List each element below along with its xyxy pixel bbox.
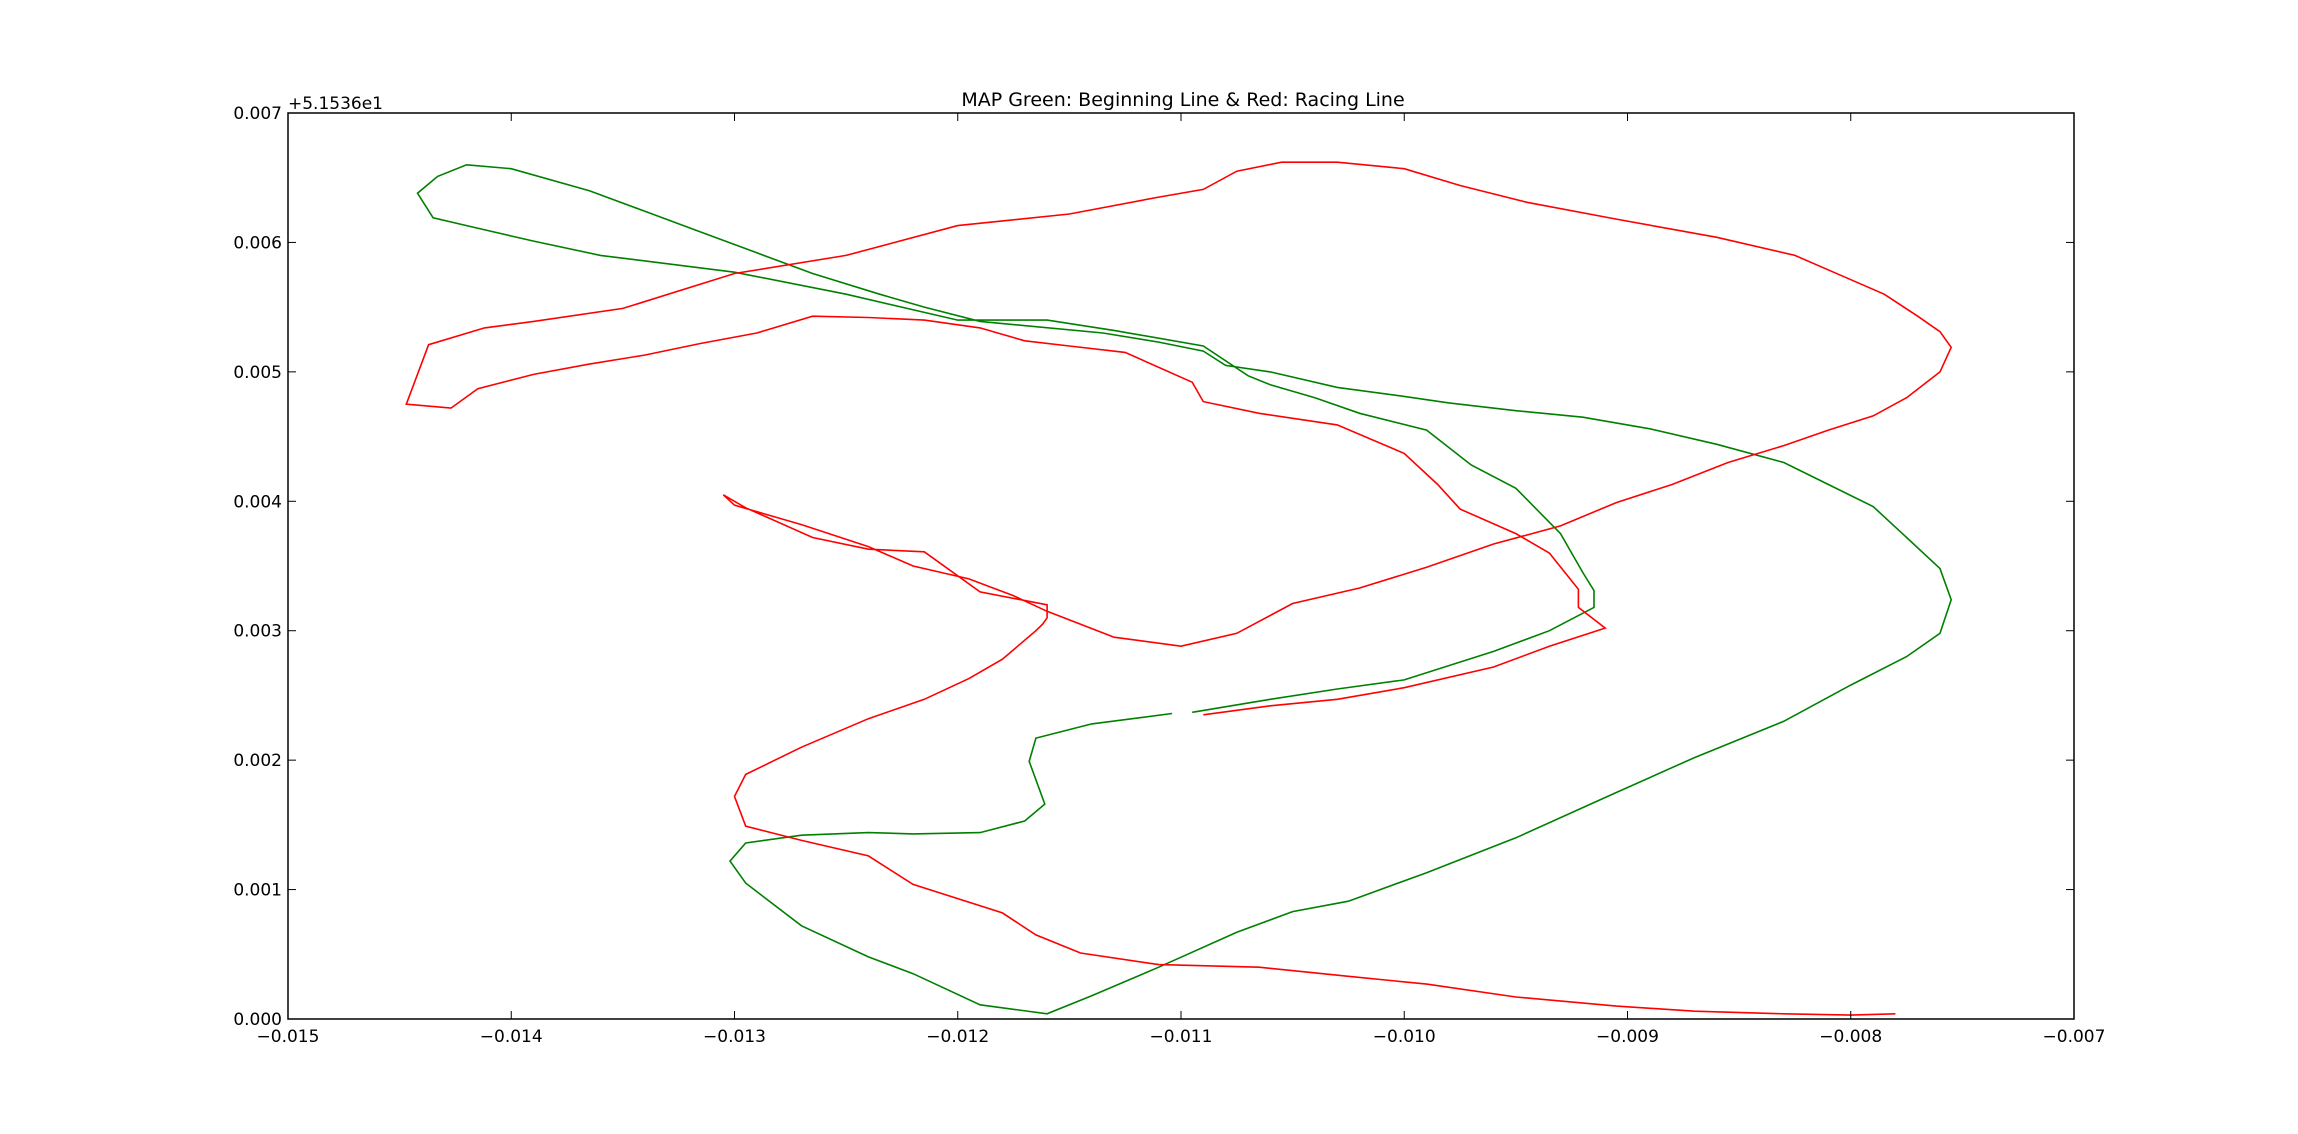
series-line-0 bbox=[416, 163, 1953, 1015]
y-tick-label: 0.007 bbox=[233, 104, 282, 124]
series-line-1 bbox=[405, 161, 1953, 1016]
chart-title: MAP Green: Beginning Line & Red: Racing … bbox=[961, 89, 1404, 111]
x-tick-label: −0.011 bbox=[1150, 1027, 1213, 1047]
plot-frame bbox=[287, 112, 2075, 1020]
y-axis-ticks: 0.000 0.001 0.002 0.003 0.004 0.005 0.006 0.007 bbox=[233, 104, 2074, 1030]
y-tick-label: 0.002 bbox=[233, 751, 282, 771]
y-tick-label: 0.004 bbox=[233, 492, 282, 512]
x-tick-label: −0.007 bbox=[2043, 1027, 2106, 1047]
y-tick-label: 0.001 bbox=[233, 881, 282, 901]
x-tick-label: −0.014 bbox=[480, 1027, 543, 1047]
y-tick-label: 0.003 bbox=[233, 622, 282, 642]
y-tick-label: 0.005 bbox=[233, 363, 282, 383]
x-tick-label: −0.015 bbox=[257, 1027, 320, 1047]
x-tick-label: −0.009 bbox=[1596, 1027, 1659, 1047]
plot-lines bbox=[405, 161, 1953, 1016]
x-tick-label: −0.013 bbox=[703, 1027, 766, 1047]
x-tick-label: −0.010 bbox=[1373, 1027, 1436, 1047]
y-offset-label: +5.1536e1 bbox=[288, 94, 383, 114]
y-tick-label: 0.006 bbox=[233, 233, 282, 253]
x-axis-ticks: −0.015 −0.014 −0.013 −0.012 −0.011 −0.010 −0.0… bbox=[257, 113, 2106, 1047]
x-tick-label: −0.012 bbox=[926, 1027, 989, 1047]
y-tick-label: 0.000 bbox=[233, 1010, 282, 1030]
x-tick-label: −0.008 bbox=[1819, 1027, 1882, 1047]
